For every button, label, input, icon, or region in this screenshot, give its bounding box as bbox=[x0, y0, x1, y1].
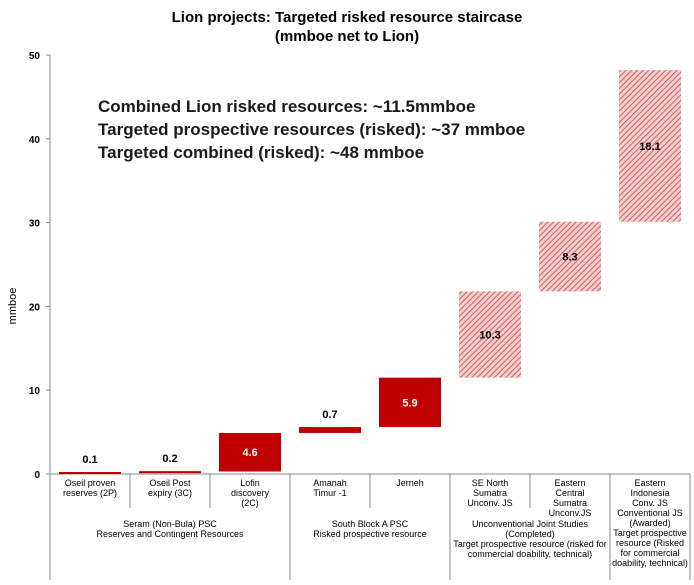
bar-3 bbox=[299, 427, 361, 433]
y-tick-label-30: 30 bbox=[29, 219, 41, 230]
category-label-3-1: Timur -1 bbox=[313, 488, 346, 498]
group-label-2-2: Target prospective resource (risked for bbox=[453, 539, 607, 549]
category-label-6-2: Sumatra bbox=[553, 498, 587, 508]
bar-6 bbox=[539, 221, 601, 292]
group-label-2-0: Unconventional Joint Studies bbox=[472, 519, 589, 529]
annotation-targeted-combined: Targeted combined (risked): ~48 mmboe bbox=[98, 143, 425, 162]
bar-5 bbox=[459, 291, 521, 378]
bar-value-label-3: 0.7 bbox=[322, 409, 337, 421]
bar-value-label-0: 0.1 bbox=[82, 454, 97, 466]
y-tick-label-40: 40 bbox=[29, 135, 41, 146]
group-label-3-1: (Awarded) bbox=[629, 518, 670, 528]
bar-value-label-6: 8.3 bbox=[562, 252, 577, 264]
group-label-2-1: (Completed) bbox=[505, 529, 555, 539]
bar-value-label-5: 10.3 bbox=[479, 329, 500, 341]
y-tick-label-20: 20 bbox=[29, 302, 41, 313]
group-label-0-1: Reserves and Contingent Resources bbox=[96, 529, 244, 539]
chart-title-line-1: Lion projects: Targeted risked resource … bbox=[171, 9, 523, 26]
category-label-7-2: Conv. JS bbox=[632, 498, 668, 508]
category-label-6-1: Central bbox=[555, 488, 584, 498]
annotation-targeted-prospective: Targeted prospective resources (risked):… bbox=[98, 120, 526, 139]
category-label-6-3: Unconv.JS bbox=[549, 508, 592, 518]
y-tick-label-10: 10 bbox=[29, 386, 41, 397]
group-label-3-2: Target prospective bbox=[613, 528, 687, 538]
category-label-5-1: Sumatra bbox=[473, 488, 507, 498]
group-label-3-3: resource (Risked bbox=[616, 538, 684, 548]
category-label-2-0: Lofin bbox=[240, 478, 260, 488]
category-label-5-2: Unconv. JS bbox=[467, 498, 512, 508]
category-label-0-0: Oseil proven bbox=[65, 478, 116, 488]
bar-value-label-2: 4.6 bbox=[242, 447, 257, 459]
category-label-2-1: discovery bbox=[231, 488, 270, 498]
y-tick-label-50: 50 bbox=[29, 51, 41, 62]
category-label-4-0: Jerneh bbox=[396, 478, 424, 488]
category-label-3-0: Amanah bbox=[313, 478, 347, 488]
bar-value-label-7: 18.1 bbox=[639, 141, 660, 153]
annotation-combined-risked: Combined Lion risked resources: ~11.5mmb… bbox=[98, 97, 476, 116]
group-label-3-5: doability, technical) bbox=[612, 558, 688, 568]
bar-4 bbox=[379, 377, 441, 428]
group-label-3-0: Conventional JS bbox=[617, 508, 683, 518]
category-label-1-0: Oseil Post bbox=[149, 478, 191, 488]
category-label-0-1: reserves (2P) bbox=[63, 488, 117, 498]
group-label-1-0: South Block A PSC bbox=[332, 519, 409, 529]
bar-value-label-1: 0.2 bbox=[162, 453, 177, 465]
y-tick-label-0: 0 bbox=[34, 470, 40, 481]
bar-2 bbox=[219, 432, 281, 472]
bar-0 bbox=[59, 472, 121, 474]
bar-value-label-4: 5.9 bbox=[402, 397, 417, 409]
group-label-0-0: Seram (Non-Bula) PSC bbox=[123, 519, 217, 529]
category-label-7-1: Indonesia bbox=[630, 488, 669, 498]
group-label-2-3: commercial doability, technical) bbox=[468, 549, 592, 559]
group-label-1-1: Risked prospective resource bbox=[313, 529, 427, 539]
category-label-1-1: expiry (3C) bbox=[148, 488, 192, 498]
group-label-3-4: for commercial bbox=[620, 548, 679, 558]
category-label-2-2: (2C) bbox=[241, 498, 259, 508]
category-label-5-0: SE North bbox=[472, 478, 509, 488]
chart-title-line-2: (mmboe net to Lion) bbox=[274, 28, 420, 45]
category-label-6-0: Eastern bbox=[554, 478, 585, 488]
bar-1 bbox=[139, 471, 201, 474]
category-label-7-0: Eastern bbox=[634, 478, 665, 488]
bar-7 bbox=[619, 70, 681, 222]
